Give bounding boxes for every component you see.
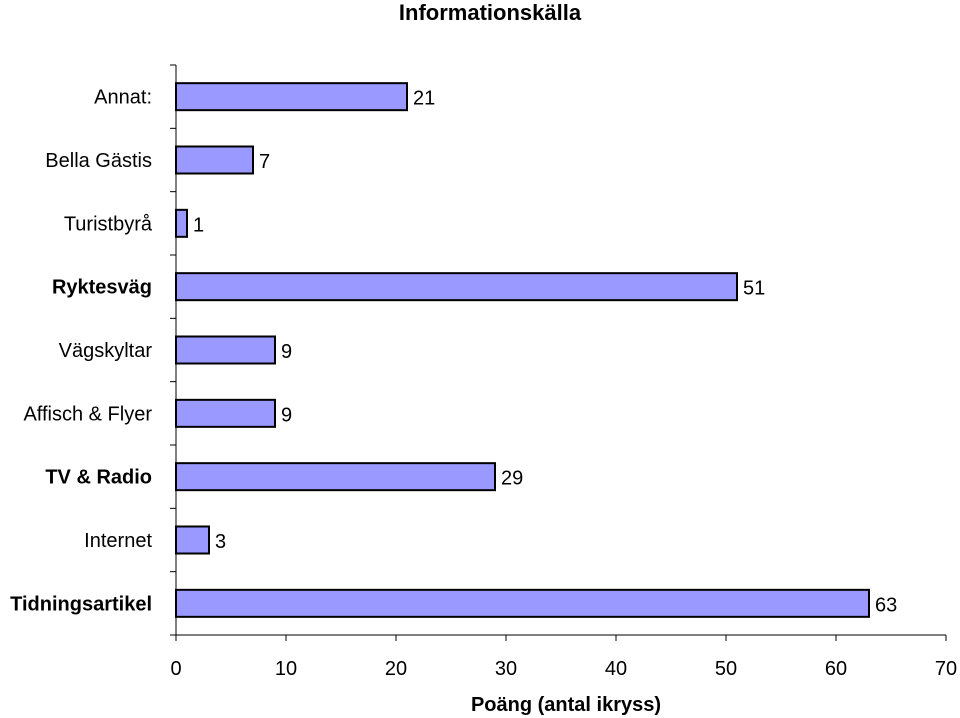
bar — [175, 208, 188, 238]
bar — [175, 588, 870, 618]
x-tick-label: 60 — [825, 658, 847, 680]
bar — [175, 335, 276, 365]
x-tick-label: 20 — [385, 658, 407, 680]
chart-title: Informationskälla — [398, 0, 582, 25]
category-label: Annat: — [94, 87, 152, 109]
bar — [175, 525, 210, 555]
category-label: Turistbyrå — [64, 213, 153, 235]
data-label: 3 — [215, 531, 226, 553]
bar — [175, 82, 408, 112]
bar — [175, 145, 254, 175]
category-label: TV & Radio — [45, 467, 152, 489]
data-label: 9 — [281, 341, 292, 363]
data-label: 7 — [259, 151, 270, 173]
bar — [175, 398, 276, 428]
x-tick-label: 30 — [495, 658, 517, 680]
category-label: Affisch & Flyer — [23, 403, 152, 425]
x-tick-label: 70 — [935, 658, 957, 680]
x-tick-label: 40 — [605, 658, 627, 680]
x-axis-title: Poäng (antal ikryss) — [471, 694, 661, 716]
category-label: Internet — [84, 530, 152, 552]
x-tick-label: 0 — [170, 658, 181, 680]
bar — [175, 462, 496, 492]
data-label: 21 — [413, 88, 435, 110]
data-label: 29 — [501, 468, 523, 490]
labels-layer: 0 10 20 30 40 50 60 70 Annat: 21 Bella Gästis 7 Turi… — [10, 87, 957, 680]
category-label: Vägskyltar — [59, 340, 153, 362]
data-label: 63 — [875, 594, 897, 616]
category-label: Bella Gästis — [45, 150, 152, 172]
x-tick-label: 10 — [275, 658, 297, 680]
data-label: 51 — [743, 278, 765, 300]
bars-layer — [175, 82, 870, 618]
axes-layer — [170, 64, 947, 641]
data-label: 9 — [281, 404, 292, 426]
data-label: 1 — [193, 214, 204, 236]
category-label: Tidningsartikel — [10, 593, 152, 615]
bar — [175, 272, 738, 302]
x-tick-label: 50 — [715, 658, 737, 680]
category-label: Ryktesväg — [52, 277, 152, 299]
